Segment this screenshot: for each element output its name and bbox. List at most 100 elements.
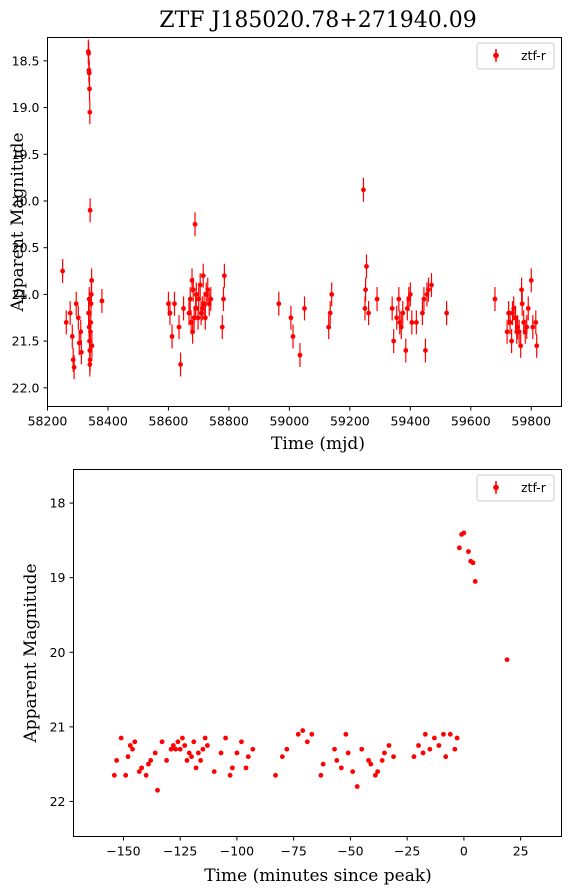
- point-marker: [509, 338, 515, 344]
- point-marker: [456, 545, 462, 551]
- data-point: [409, 310, 415, 335]
- point-marker: [374, 296, 380, 302]
- y-axis-ticks: 18.5 19.0 19.5 20.0 20.5 21.0 21.5 22.0: [12, 53, 48, 395]
- data-point: [366, 758, 371, 763]
- data-point: [202, 305, 208, 330]
- point-marker: [167, 310, 173, 316]
- data-point: [78, 319, 84, 344]
- data-point: [152, 750, 158, 756]
- point-marker: [300, 728, 306, 733]
- data-point: [177, 746, 183, 752]
- top-light-curve-panel: 58200 58400 58600 58800 59000 59200 59400 59600…: [8, 37, 562, 454]
- point-marker: [200, 746, 206, 752]
- point-marker: [87, 86, 92, 92]
- y-tick-label: 19.5: [12, 147, 40, 162]
- point-marker: [375, 769, 381, 775]
- point-marker: [534, 343, 540, 349]
- point-marker: [169, 334, 175, 339]
- data-point: [513, 305, 518, 330]
- point-marker: [290, 334, 296, 339]
- point-marker: [420, 750, 426, 756]
- data-point: [187, 287, 193, 312]
- point-marker: [279, 754, 285, 760]
- data-point: [229, 765, 235, 771]
- point-marker: [186, 310, 192, 316]
- data-point: [362, 296, 368, 321]
- data-point: [470, 560, 476, 566]
- data-point: [78, 340, 84, 365]
- point-marker: [146, 761, 151, 767]
- point-marker: [125, 754, 131, 760]
- data-point: [363, 277, 368, 302]
- point-marker: [193, 306, 199, 311]
- point-marker: [193, 765, 199, 771]
- point-marker: [148, 758, 154, 763]
- data-point: [211, 769, 217, 775]
- x-tick-label: 59600: [451, 414, 491, 429]
- point-marker: [441, 731, 446, 737]
- data-point: [423, 338, 428, 363]
- point-marker: [273, 772, 278, 778]
- data-point: [118, 735, 124, 741]
- y-axis-label: Apparent Magnitude: [21, 563, 41, 743]
- point-marker: [334, 758, 340, 763]
- point-marker: [245, 754, 251, 760]
- data-point: [530, 315, 536, 340]
- data-point: [374, 287, 380, 312]
- y-axis-ticks: 18 19 20 21 22: [50, 496, 74, 809]
- data-point: [398, 315, 404, 340]
- point-marker: [201, 301, 207, 307]
- plot-area-frame: [73, 469, 562, 837]
- point-marker: [193, 291, 199, 297]
- data-point: [181, 296, 186, 321]
- point-marker: [89, 277, 95, 283]
- point-marker: [320, 761, 326, 767]
- data-point: [60, 259, 66, 284]
- data-point: [386, 743, 392, 748]
- data-point: [205, 743, 210, 748]
- data-point: [519, 277, 524, 302]
- data-point: [148, 758, 154, 763]
- data-point: [172, 291, 177, 316]
- data-point: [89, 333, 95, 358]
- data-point: [359, 746, 365, 752]
- data-point: [170, 743, 176, 748]
- point-marker: [200, 273, 206, 279]
- point-marker: [297, 352, 303, 358]
- data-point: [350, 769, 356, 775]
- data-point: [276, 291, 282, 316]
- point-marker: [431, 735, 437, 741]
- data-point: [456, 545, 462, 551]
- data-point: [343, 731, 349, 737]
- point-marker: [362, 306, 368, 311]
- point-marker: [155, 787, 160, 793]
- point-marker: [302, 306, 307, 311]
- point-marker: [420, 310, 425, 316]
- data-point: [99, 288, 105, 313]
- data-point: [297, 343, 303, 368]
- point-marker: [182, 743, 188, 748]
- point-marker: [202, 315, 208, 321]
- y-tick-label: 21.0: [12, 287, 40, 302]
- point-marker: [132, 739, 138, 745]
- legend-marker: [493, 484, 499, 491]
- data-point: [201, 291, 207, 316]
- point-marker: [444, 310, 450, 316]
- point-marker: [176, 324, 182, 330]
- point-marker: [187, 296, 193, 302]
- point-marker: [173, 746, 179, 752]
- data-point: [245, 754, 251, 760]
- data-point: [284, 746, 290, 752]
- data-point: [192, 212, 198, 237]
- data-point: [368, 761, 374, 767]
- data-point: [202, 735, 208, 741]
- data-point: [400, 301, 406, 326]
- point-marker: [75, 315, 81, 321]
- data-point: [329, 282, 335, 307]
- legend-marker: [493, 52, 499, 59]
- data-point: [195, 305, 201, 330]
- point-marker: [78, 349, 84, 355]
- point-marker: [416, 743, 421, 748]
- point-marker: [528, 277, 534, 283]
- data-point: [426, 277, 431, 302]
